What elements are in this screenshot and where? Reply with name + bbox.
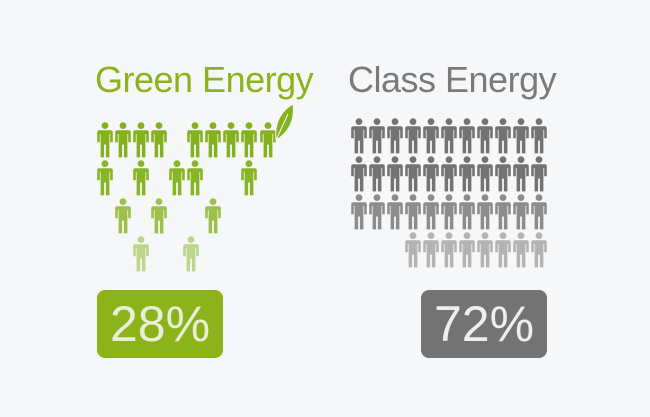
person-icon	[115, 198, 131, 234]
person-icon	[223, 122, 239, 158]
person-icon	[495, 194, 511, 230]
green-pictogram	[97, 103, 294, 272]
person-icon	[133, 236, 149, 272]
person-icon	[133, 122, 149, 158]
person-icon	[405, 232, 421, 268]
class-pictogram	[351, 118, 547, 268]
person-icon	[441, 232, 457, 268]
person-icon	[369, 194, 385, 230]
person-icon	[241, 122, 257, 158]
person-icon	[531, 194, 547, 230]
person-icon	[423, 118, 439, 154]
person-icon	[531, 118, 547, 154]
person-icon	[115, 122, 131, 158]
person-icon	[459, 194, 475, 230]
person-icon	[151, 122, 167, 158]
person-icon	[187, 122, 203, 158]
person-icon	[441, 194, 457, 230]
person-icon	[405, 156, 421, 192]
person-icon	[387, 194, 403, 230]
person-icon	[97, 122, 113, 158]
class-energy-title: Class Energy	[348, 59, 557, 100]
person-icon	[151, 198, 167, 234]
person-icon	[477, 156, 493, 192]
person-icon	[459, 118, 475, 154]
person-icon	[205, 122, 221, 158]
person-icon	[423, 194, 439, 230]
person-icon	[387, 156, 403, 192]
person-icon	[260, 122, 276, 158]
person-icon	[477, 118, 493, 154]
green-energy-title: Green Energy	[95, 59, 314, 100]
person-icon	[423, 156, 439, 192]
person-icon	[351, 194, 367, 230]
person-icon	[513, 194, 529, 230]
person-icon	[513, 118, 529, 154]
person-icon	[531, 156, 547, 192]
person-icon	[441, 118, 457, 154]
person-icon	[369, 118, 385, 154]
leaf-icon	[275, 103, 294, 141]
person-icon	[513, 232, 529, 268]
person-icon	[351, 118, 367, 154]
class-percent-badge: 72%	[421, 290, 547, 358]
green-percent-badge: 28%	[97, 290, 223, 358]
person-icon	[241, 160, 257, 196]
person-icon	[495, 118, 511, 154]
person-icon	[369, 156, 385, 192]
person-icon	[351, 156, 367, 192]
person-icon	[187, 160, 203, 196]
person-icon	[441, 156, 457, 192]
person-icon	[169, 160, 185, 196]
person-icon	[513, 156, 529, 192]
person-icon	[459, 156, 475, 192]
person-icon	[495, 156, 511, 192]
person-icon	[477, 232, 493, 268]
person-icon	[183, 236, 199, 272]
person-icon	[133, 160, 149, 196]
person-icon	[97, 160, 113, 196]
person-icon	[423, 232, 439, 268]
person-icon	[477, 194, 493, 230]
person-icon	[531, 232, 547, 268]
person-icon	[387, 118, 403, 154]
person-icon	[459, 232, 475, 268]
person-icon	[405, 194, 421, 230]
person-icon	[495, 232, 511, 268]
person-icon	[205, 198, 221, 234]
person-icon	[405, 118, 421, 154]
